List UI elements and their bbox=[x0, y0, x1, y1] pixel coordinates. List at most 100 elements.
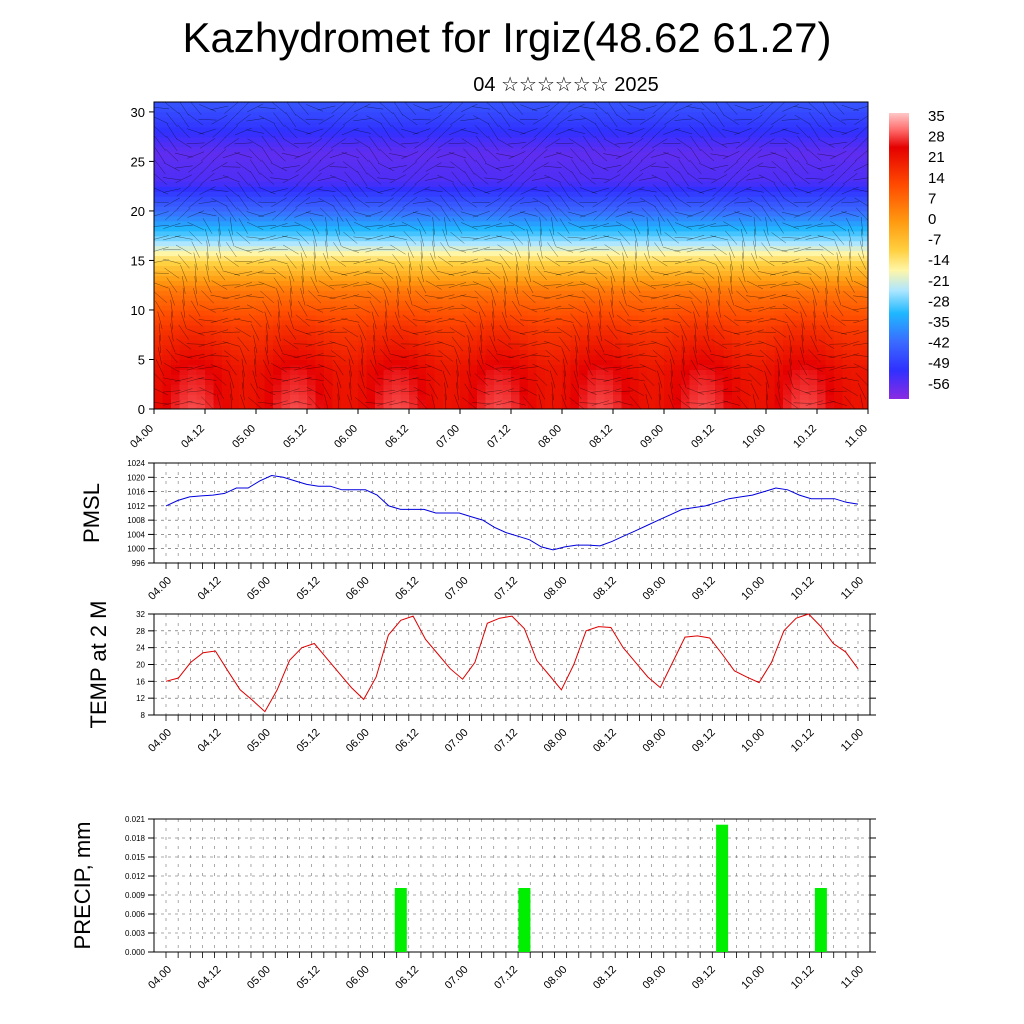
heatmap-cell bbox=[783, 364, 793, 370]
heatmap-cell bbox=[808, 349, 818, 356]
heatmap-cell bbox=[239, 102, 249, 108]
heatmap-cell bbox=[732, 250, 742, 257]
heatmap-cell bbox=[638, 111, 648, 118]
heatmap-cell bbox=[171, 305, 181, 311]
heatmap-cell bbox=[188, 225, 198, 232]
heatmap-cell bbox=[562, 270, 572, 276]
heatmap-cell bbox=[613, 151, 623, 158]
heatmap-cell bbox=[562, 215, 572, 222]
heatmap-cell bbox=[808, 374, 818, 380]
heatmap-cell bbox=[417, 309, 427, 316]
heatmap-cell bbox=[630, 235, 640, 242]
heatmap-cell bbox=[315, 275, 325, 281]
heatmap-cell bbox=[315, 245, 325, 252]
heatmap-cell bbox=[672, 359, 682, 366]
heatmap-cell bbox=[698, 270, 708, 276]
heatmap-cell bbox=[749, 245, 759, 252]
heatmap-cell bbox=[791, 146, 801, 153]
heatmap-cell bbox=[715, 201, 725, 207]
heatmap-cell bbox=[171, 290, 181, 296]
heatmap-cell bbox=[213, 275, 223, 281]
heatmap-cell bbox=[698, 354, 708, 361]
heatmap-cell bbox=[715, 270, 725, 276]
heatmap-cell bbox=[800, 126, 810, 133]
heatmap-cell bbox=[723, 349, 733, 356]
heatmap-cell bbox=[383, 389, 393, 395]
heatmap-cell bbox=[519, 106, 529, 113]
heatmap-cell bbox=[723, 399, 733, 405]
heatmap-cell bbox=[230, 225, 240, 232]
heatmap-cell bbox=[664, 250, 674, 257]
heatmap-cell bbox=[358, 171, 368, 177]
heatmap-cell bbox=[383, 344, 393, 351]
heatmap-cell bbox=[638, 191, 648, 197]
heatmap-cell bbox=[587, 379, 597, 385]
heatmap-cell bbox=[630, 349, 640, 356]
heatmap-cell bbox=[757, 265, 767, 271]
heatmap-cell bbox=[647, 399, 657, 405]
heatmap-cell bbox=[740, 225, 750, 232]
heatmap-cell bbox=[723, 235, 733, 242]
heatmap-cell bbox=[825, 210, 835, 217]
heatmap-cell bbox=[273, 220, 283, 227]
heatmap-cell bbox=[502, 344, 512, 351]
heatmap-cell bbox=[706, 131, 716, 138]
heatmap-cell bbox=[502, 240, 512, 247]
heatmap-cell bbox=[783, 196, 793, 202]
heatmap-cell bbox=[740, 295, 750, 301]
heatmap-cell bbox=[383, 290, 393, 296]
heatmap-cell bbox=[655, 230, 665, 237]
heatmap-cell bbox=[460, 136, 470, 143]
heatmap-cell bbox=[681, 374, 691, 380]
heatmap-cell bbox=[596, 191, 606, 197]
heatmap-cell bbox=[426, 205, 436, 212]
heatmap-cell bbox=[171, 116, 181, 123]
heatmap-cell bbox=[426, 255, 436, 262]
heatmap-cell bbox=[494, 201, 504, 207]
heatmap-cell bbox=[417, 275, 427, 281]
heatmap-cell bbox=[655, 191, 665, 197]
heatmap-cell bbox=[647, 379, 657, 385]
heatmap-cell bbox=[460, 349, 470, 356]
heatmap-cell bbox=[451, 394, 461, 400]
heatmap-cell bbox=[545, 240, 555, 247]
heatmap-cell bbox=[298, 384, 308, 390]
heatmap-cell bbox=[834, 389, 844, 395]
heatmap-cell bbox=[502, 196, 512, 202]
heatmap-cell bbox=[825, 314, 835, 321]
heatmap-cell bbox=[723, 171, 733, 177]
heatmap-cell bbox=[179, 235, 189, 242]
heatmap-cell bbox=[698, 136, 708, 143]
heatmap-cell bbox=[341, 255, 351, 262]
heatmap-cell bbox=[647, 404, 657, 409]
heatmap-cell bbox=[596, 314, 606, 321]
heatmap-cell bbox=[426, 176, 436, 182]
heatmap-cell bbox=[256, 290, 266, 296]
heatmap-cell bbox=[689, 324, 699, 331]
heatmap-cell bbox=[324, 399, 334, 405]
heatmap-cell bbox=[638, 196, 648, 202]
heatmap-cell bbox=[621, 250, 631, 257]
heatmap-cell bbox=[358, 324, 368, 331]
heatmap-cell bbox=[528, 240, 538, 247]
heatmap-cell bbox=[451, 324, 461, 331]
heatmap-cell bbox=[689, 126, 699, 133]
heatmap-cell bbox=[451, 260, 461, 266]
heatmap-cell bbox=[222, 324, 232, 331]
heatmap-cell bbox=[383, 260, 393, 266]
heatmap-cell bbox=[706, 116, 716, 123]
heatmap-cell bbox=[587, 369, 597, 375]
heatmap-cell bbox=[400, 196, 410, 202]
heatmap-cell bbox=[332, 399, 342, 405]
heatmap-cell bbox=[485, 354, 495, 361]
heatmap-cell bbox=[290, 136, 300, 143]
heatmap-cell bbox=[655, 131, 665, 138]
heatmap-cell bbox=[545, 265, 555, 271]
heatmap-cell bbox=[570, 275, 580, 281]
heatmap-cell bbox=[315, 399, 325, 405]
heatmap-cell bbox=[723, 181, 733, 187]
heatmap-cell bbox=[409, 111, 419, 118]
heatmap-cell bbox=[698, 349, 708, 356]
heatmap-cell bbox=[689, 285, 699, 291]
heatmap-cell bbox=[400, 225, 410, 232]
